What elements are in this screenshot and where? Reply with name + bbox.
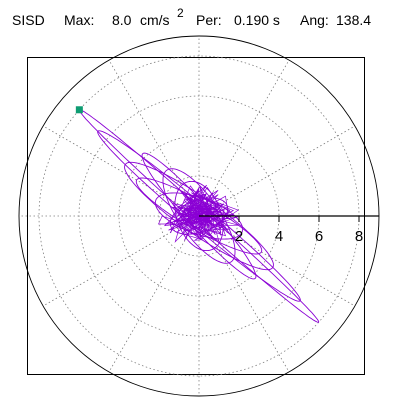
orbit-loop <box>135 177 263 255</box>
max-label: Max: <box>64 12 95 28</box>
chart-header: SISD Max: 8.0 cm/s 2 Per: 0.190 s Ang: 1… <box>0 6 400 36</box>
period-value: 0.190 s <box>234 12 280 28</box>
radial-tick-label: 4 <box>275 228 283 245</box>
radial-axis: 2 4 6 8 <box>199 215 379 245</box>
angle-value: 138.4 <box>336 12 372 28</box>
period-label: Per: <box>196 12 222 28</box>
radial-tick-label: 6 <box>315 228 323 245</box>
orbit-loop <box>78 109 320 323</box>
peak-marker <box>75 106 83 114</box>
angle-label: Ang: <box>300 12 329 28</box>
orbit-loop <box>97 130 301 302</box>
orbit-trace <box>78 109 320 323</box>
station-code: SISD <box>12 12 45 28</box>
radial-tick-label: 8 <box>355 228 363 245</box>
radial-tick-label: 2 <box>235 228 243 245</box>
grid-spoke <box>108 215 200 373</box>
orbit-loop <box>162 168 236 264</box>
orbit-loop <box>141 152 257 280</box>
max-unit-exponent: 2 <box>177 6 184 20</box>
peak-marker-layer <box>75 106 83 114</box>
max-unit: cm/s <box>140 12 170 28</box>
orbit-loop <box>124 161 274 271</box>
max-value: 8.0 <box>112 12 132 28</box>
